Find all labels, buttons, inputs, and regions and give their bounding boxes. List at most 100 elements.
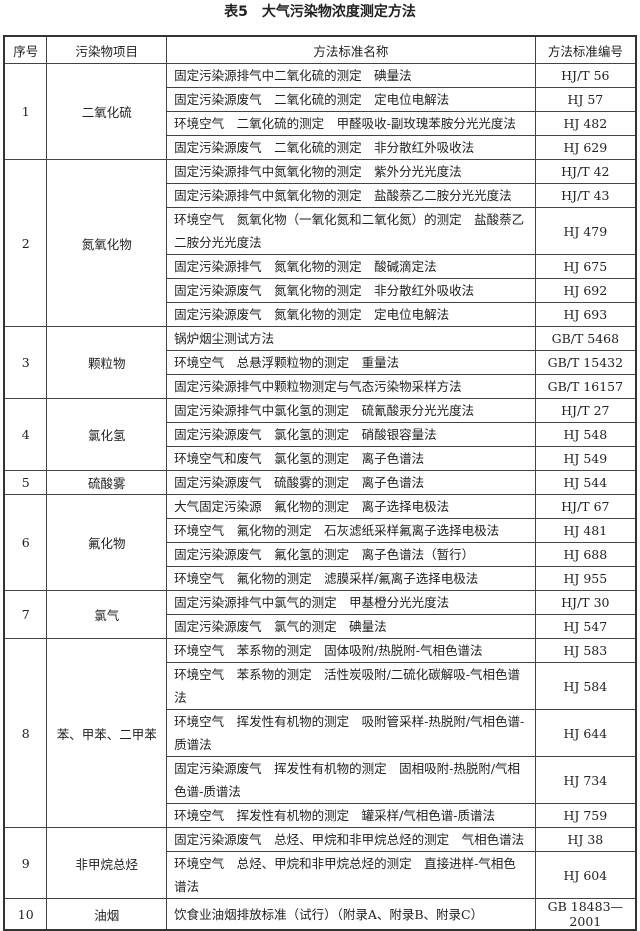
method-name: 环境空气 氟化物的测定 滤膜采样/氟离子选择电极法 [166, 566, 536, 591]
table-row: 7 氯气 固定污染源排气中氯气的测定 甲基橙分光光度法 HJ/T 30 [3, 590, 637, 639]
method-code: HJ/T 67 [534, 494, 637, 519]
table-row: 环境空气 总悬浮颗粒物的测定 重量法 GB/T 15432 [4, 350, 637, 375]
method-code: HJ 547 [534, 614, 637, 639]
header-method-code: 方法标准编号 [534, 35, 637, 64]
table-row: 固定污染源排气 氮氧化物的测定 酸碱滴定法 HJ 675 [4, 254, 637, 279]
method-name: 固定污染源废气 氮氧化物的测定 定电位电解法 [166, 302, 536, 327]
method-code: HJ 38 [534, 827, 637, 852]
method-code: HJ 629 [534, 135, 637, 160]
method-code: HJ/T 42 [534, 159, 637, 184]
method-name: 固定污染源废气 氯气的测定 碘量法 [166, 614, 536, 639]
row-number: 7 [3, 590, 48, 639]
table-row: 8 苯、甲苯、二甲苯 环境空气 苯系物的测定 固体吸附/热脱附-气相色谱法 HJ 58… [3, 638, 637, 828]
method-code: HJ/T 56 [534, 63, 637, 88]
method-code: HJ 693 [534, 302, 637, 327]
method-code: HJ 548 [534, 422, 637, 447]
table-row: 5 硫酸雾 固定污染源废气 硫酸雾的测定 离子色谱法 HJ 544 [3, 470, 637, 495]
method-code: HJ 604 [534, 851, 637, 899]
pollutant-name: 氟化物 [46, 494, 168, 591]
method-name: 固定污染源排气中氮氧化物的测定 紫外分光光度法 [166, 159, 536, 184]
method-code: HJ 549 [534, 446, 637, 471]
method-code: HJ 734 [534, 756, 637, 804]
method-code: HJ 481 [534, 518, 637, 543]
method-name: 固定污染源排气中氮氧化物的测定 盐酸萘乙二胺分光光度法 [166, 183, 536, 208]
method-name: 固定污染源废气 二氧化硫的测定 定电位电解法 [166, 87, 536, 112]
table-row: 1 二氧化硫 固定污染源排气中二氧化硫的测定 碘量法 HJ/T 56 [3, 63, 637, 160]
method-name: 饮食业油烟排放标准（试行）（附录A、附录B、附录C） [166, 898, 536, 931]
table-row: 环境空气 挥发性有机物的测定 罐采样/气相色谱-质谱法 HJ 759 [4, 803, 637, 828]
row-number: 2 [3, 159, 48, 327]
method-code: GB 18483—2001 [534, 898, 637, 931]
method-name: 固定污染源废气 氮氧化物的测定 非分散红外吸收法 [166, 278, 536, 303]
row-number: 8 [3, 638, 48, 828]
methods-table: 序号 污染物项目 方法标准名称 方法标准编号 1 二氧化硫 固定污染源排气中二氧化硫… [3, 35, 637, 931]
method-name: 环境空气 苯系物的测定 固体吸附/热脱附-气相色谱法 [166, 638, 536, 663]
table-row: 环境空气 挥发性有机物的测定 吸附管采样-热脱附/气相色谱-质谱法 HJ 644 [4, 709, 637, 757]
table-row: 10 油烟 饮食业油烟排放标准（试行）（附录A、附录B、附录C） GB 18483—2… [3, 898, 637, 931]
row-number: 10 [3, 898, 48, 931]
table-row: 2 氮氧化物 固定污染源排气中氮氧化物的测定 紫外分光光度法 HJ/T 42 [3, 159, 637, 327]
method-code: HJ 688 [534, 542, 637, 567]
method-name: 固定污染源废气 硫酸雾的测定 离子色谱法 [166, 470, 536, 495]
table-row: 9 非甲烷总烃 固定污染源废气 总烃、甲烷和非甲烷总烃的测定 气相色谱法 HJ 38 [3, 827, 637, 899]
table-row: 6 氟化物 大气固定污染源 氟化物的测定 离子选择电极法 HJ/T 67 [3, 494, 637, 591]
header-method-name: 方法标准名称 [166, 35, 536, 64]
row-number: 9 [3, 827, 48, 899]
method-name: 环境空气 挥发性有机物的测定 罐采样/气相色谱-质谱法 [166, 803, 536, 828]
method-name: 大气固定污染源 氟化物的测定 离子选择电极法 [166, 494, 536, 519]
method-code: HJ/T 43 [534, 183, 637, 208]
table-row: 固定污染源废气 挥发性有机物的测定 固相吸附-热脱附/气相色谱-质谱法 HJ 73… [4, 756, 637, 804]
method-code: HJ 692 [534, 278, 637, 303]
method-code: HJ 583 [534, 638, 637, 663]
method-name: 固定污染源废气 二氧化硫的测定 非分散红外吸收法 [166, 135, 536, 160]
pollutant-name: 氯化氢 [46, 398, 168, 471]
table-row: 环境空气 氮氧化物（一氧化氮和二氧化氮）的测定 盐酸萘乙二胺分光光度法 HJ 47… [4, 207, 637, 255]
header-row: 序号 污染物项目 方法标准名称 方法标准编号 [3, 35, 637, 64]
table-row: 环境空气和废气 氯化氢的测定 离子色谱法 HJ 549 [4, 446, 637, 471]
method-name: 环境空气 挥发性有机物的测定 吸附管采样-热脱附/气相色谱-质谱法 [166, 709, 536, 757]
table-row: 固定污染源排气中颗粒物测定与气态污染物采样方法 GB/T 16157 [4, 374, 637, 399]
method-name: 固定污染源废气 氯化氢的测定 硝酸银容量法 [166, 422, 536, 447]
method-code: HJ/T 30 [534, 590, 637, 615]
method-name: 固定污染源废气 总烃、甲烷和非甲烷总烃的测定 气相色谱法 [166, 827, 536, 852]
table-row: 环境空气 氟化物的测定 石灰滤纸采样氟离子选择电极法 HJ 481 [4, 518, 637, 543]
method-name: 环境空气 总烃、甲烷和非甲烷总烃的测定 直接进样-气相色谱法 [166, 851, 536, 899]
pollutant-name: 油烟 [46, 898, 168, 931]
method-name: 环境空气和废气 氯化氢的测定 离子色谱法 [166, 446, 536, 471]
table-row: 固定污染源废气 二氧化硫的测定 定电位电解法 HJ 57 [4, 87, 637, 112]
method-name: 固定污染源排气中颗粒物测定与气态污染物采样方法 [166, 374, 536, 399]
row-number: 4 [3, 398, 48, 471]
method-code: HJ 955 [534, 566, 637, 591]
table-row: 固定污染源废气 二氧化硫的测定 非分散红外吸收法 HJ 629 [4, 135, 637, 160]
method-name: 固定污染源排气中氯化氢的测定 硫氰酸汞分光光度法 [166, 398, 536, 423]
method-code: HJ 482 [534, 111, 637, 136]
table-row: 3 颗粒物 锅炉烟尘测试方法 GB/T 5468 [3, 326, 637, 399]
pollutant-name: 非甲烷总烃 [46, 827, 168, 899]
method-name: 环境空气 二氧化硫的测定 甲醛吸收-副玫瑰苯胺分光光度法 [166, 111, 536, 136]
pollutant-name: 氯气 [46, 590, 168, 639]
pollutant-name: 氮氧化物 [46, 159, 168, 327]
table-title: 表5 大气污染物浓度测定方法 [224, 4, 416, 20]
method-code: HJ 759 [534, 803, 637, 828]
pollutant-name: 苯、甲苯、二甲苯 [46, 638, 168, 828]
header-no: 序号 [3, 35, 48, 64]
table-row: 固定污染源废气 氮氧化物的测定 定电位电解法 HJ 693 [4, 302, 637, 327]
method-name: 固定污染源排气中氯气的测定 甲基橙分光光度法 [166, 590, 536, 615]
method-code: GB/T 15432 [534, 350, 637, 375]
method-name: 锅炉烟尘测试方法 [166, 326, 536, 351]
method-code: HJ 644 [534, 709, 637, 757]
method-name: 环境空气 苯系物的测定 活性炭吸附/二硫化碳解吸-气相色谱法 [166, 662, 536, 710]
row-number: 6 [3, 494, 48, 591]
method-code: HJ/T 27 [534, 398, 637, 423]
method-name: 环境空气 氟化物的测定 石灰滤纸采样氟离子选择电极法 [166, 518, 536, 543]
method-name: 固定污染源废气 挥发性有机物的测定 固相吸附-热脱附/气相色谱-质谱法 [166, 756, 536, 804]
table-row: 环境空气 苯系物的测定 活性炭吸附/二硫化碳解吸-气相色谱法 HJ 584 [4, 662, 637, 710]
pollutant-name: 二氧化硫 [46, 63, 168, 160]
table-row: 4 氯化氢 固定污染源排气中氯化氢的测定 硫氰酸汞分光光度法 HJ/T 27 [3, 398, 637, 471]
row-number: 1 [3, 63, 48, 160]
method-code: HJ 57 [534, 87, 637, 112]
table-row: 固定污染源排气中氮氧化物的测定 盐酸萘乙二胺分光光度法 HJ/T 43 [4, 183, 637, 208]
row-number: 3 [3, 326, 48, 399]
method-code: HJ 584 [534, 662, 637, 710]
method-code: HJ 675 [534, 254, 637, 279]
